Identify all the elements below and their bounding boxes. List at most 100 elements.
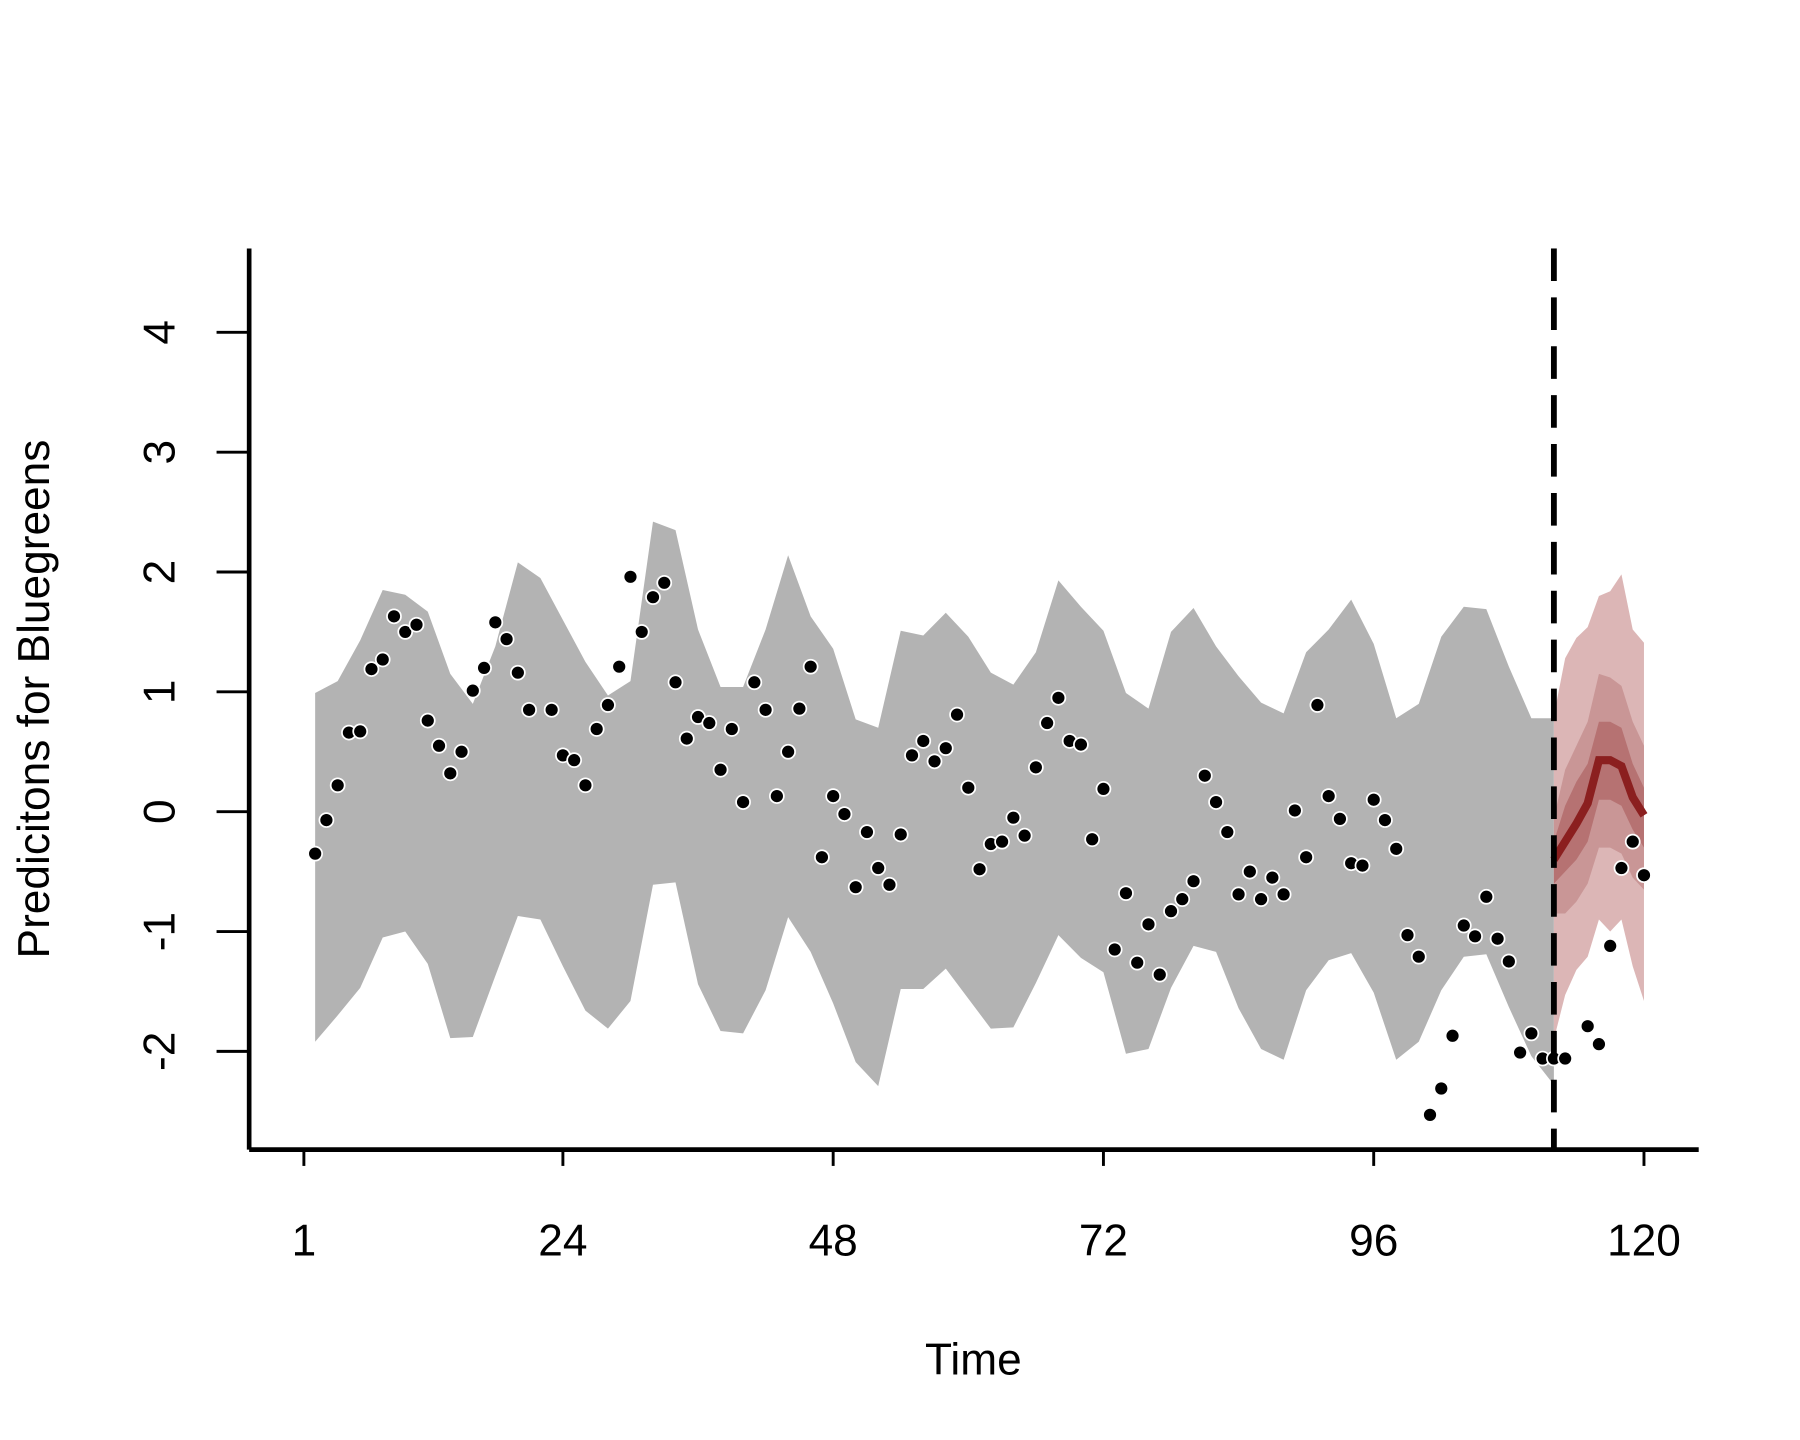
observation (656, 574, 673, 591)
observation (847, 879, 864, 896)
x-tick-label: 72 (1079, 1217, 1128, 1266)
observation (509, 664, 526, 681)
observation (904, 747, 920, 764)
x-axis-label: Time (925, 1335, 1022, 1384)
observation (1512, 1044, 1528, 1061)
prediction-band (315, 521, 1554, 1087)
observation (1028, 759, 1044, 776)
observation (1422, 1107, 1438, 1123)
observation (1106, 941, 1123, 958)
observation (825, 788, 842, 804)
observation (1073, 736, 1089, 753)
observation (791, 700, 808, 717)
observation (476, 660, 492, 676)
observation (307, 845, 324, 862)
x-tick-label: 24 (538, 1217, 587, 1266)
observation (1275, 886, 1292, 903)
observation (915, 733, 932, 749)
observation (746, 674, 763, 691)
y-tick-label: 4 (136, 320, 185, 345)
observation (1410, 948, 1427, 965)
observation (1332, 811, 1348, 827)
observation (1388, 840, 1405, 857)
observation (1365, 791, 1382, 808)
observation (892, 826, 909, 843)
y-tick-label: 0 (136, 799, 185, 824)
observation (1433, 1080, 1450, 1097)
observation (1377, 812, 1393, 828)
observation (960, 779, 977, 796)
observation (1320, 788, 1337, 804)
observation (1602, 938, 1619, 954)
observation (633, 624, 650, 640)
observation (1455, 917, 1472, 934)
observation (442, 765, 459, 782)
observation (1016, 827, 1033, 844)
observation (464, 682, 481, 699)
observation (1241, 863, 1258, 880)
observation (600, 697, 616, 713)
observation (1636, 867, 1652, 884)
observation (521, 701, 537, 718)
observation (487, 614, 504, 631)
observation (994, 833, 1010, 850)
observation (667, 674, 684, 691)
observation (1185, 873, 1202, 890)
observation (611, 658, 628, 675)
y-tick-label: -1 (136, 912, 185, 951)
observation (701, 715, 718, 731)
observation (1557, 1050, 1574, 1067)
observation (1591, 1036, 1607, 1053)
y-tick-label: 2 (136, 560, 185, 585)
observation (1219, 824, 1236, 840)
observation (1287, 802, 1303, 819)
observation (1196, 767, 1213, 784)
observation (712, 761, 729, 778)
observation (577, 777, 594, 794)
observation (802, 658, 819, 675)
observation (1399, 927, 1416, 943)
observation (735, 794, 751, 810)
observation (1500, 953, 1517, 970)
observation (408, 616, 425, 633)
x-tick-label: 48 (809, 1217, 858, 1266)
observation (859, 824, 875, 840)
forecast-median (1550, 756, 1648, 862)
observation (1095, 781, 1112, 797)
observation (1478, 888, 1495, 905)
observation (431, 737, 447, 754)
observation (1253, 891, 1269, 908)
y-tick-label: 3 (136, 440, 185, 465)
x-tick-label: 96 (1349, 1217, 1398, 1266)
observation (1467, 928, 1483, 945)
observation (926, 753, 943, 770)
observation (971, 861, 988, 878)
observation (1050, 689, 1067, 706)
observation (1118, 885, 1134, 902)
observation (622, 568, 639, 585)
observation (1208, 794, 1224, 810)
observation (543, 701, 560, 718)
observation (1174, 891, 1191, 908)
observation (1624, 833, 1641, 850)
y-tick-label: -2 (136, 1032, 185, 1071)
observation (329, 777, 346, 794)
observation (1151, 966, 1168, 983)
observation (937, 740, 954, 757)
observation (836, 806, 853, 822)
y-axis-label: Predicitons for Bluegreens (10, 440, 59, 959)
observation (352, 723, 369, 740)
observation (1005, 809, 1022, 826)
observation (1230, 886, 1247, 903)
observation (1264, 869, 1281, 886)
observation (1489, 930, 1506, 947)
observation (723, 721, 740, 737)
observation (498, 631, 515, 647)
observation (881, 876, 898, 893)
observation (1354, 857, 1371, 874)
observation (363, 661, 380, 677)
x-tick-label: 120 (1607, 1217, 1681, 1266)
observation (870, 860, 887, 876)
observation (386, 608, 402, 625)
